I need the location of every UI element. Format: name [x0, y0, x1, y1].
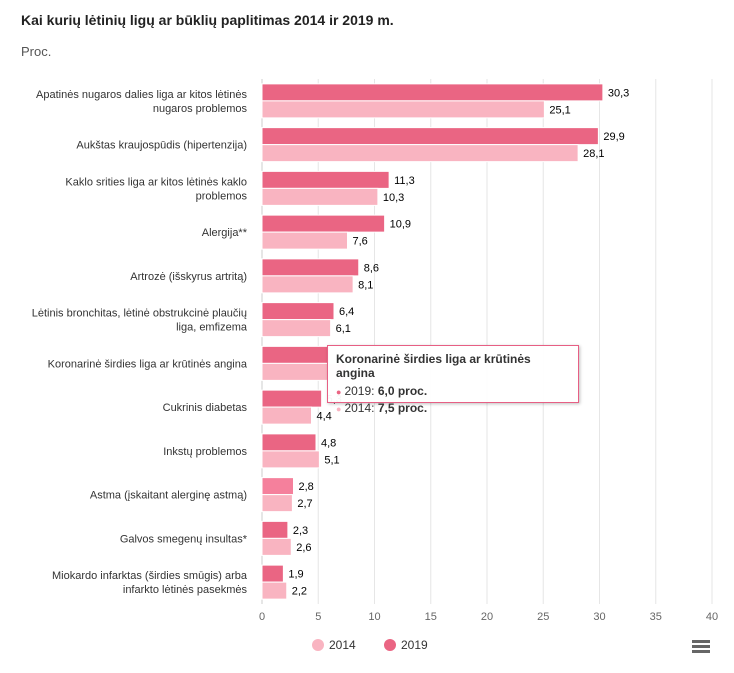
bar-2019: [261, 83, 604, 102]
bar-2019: [261, 302, 335, 321]
category-label: Artrozė (išskyrus artritą): [130, 271, 247, 283]
x-tick-label: 10: [368, 611, 380, 623]
data-label-2019: 11,3: [394, 175, 415, 187]
category-label: infarkto lėtinės pasekmės: [123, 584, 248, 596]
tooltip-marker-2014: ●: [336, 404, 342, 414]
tooltip-label-2019: 2019:: [344, 384, 378, 398]
bar-2014: [261, 450, 320, 469]
tooltip-marker-2019: ●: [336, 387, 342, 397]
legend-label-2019: 2019: [401, 638, 428, 652]
category-label: Apatinės nugaros dalies liga ar kitos lė…: [36, 89, 247, 101]
bar-2019: [261, 520, 289, 539]
tooltip-value-2019: 6,0 proc.: [377, 384, 428, 398]
category-label: Lėtinis bronchitas, lėtinė obstrukcinė p…: [32, 308, 247, 320]
tooltip-title: Koronarinė širdies liga ar krūtinės angi…: [336, 352, 531, 380]
legend-item-2019[interactable]: 2019: [384, 638, 428, 652]
category-label: Galvos smegenų insultas*: [120, 533, 248, 545]
x-tick-label: 35: [650, 611, 662, 623]
x-tick-label: 5: [315, 611, 321, 623]
category-label: Inkstų problemos: [163, 446, 247, 458]
data-label-2019: 8,6: [364, 262, 379, 274]
bar-2014: [261, 581, 288, 600]
bar-2014: [261, 231, 348, 250]
legend-marker-2019: [384, 639, 396, 651]
data-label-2014: 4,4: [317, 411, 332, 423]
x-tick-label: 40: [706, 611, 718, 623]
category-label: Aukštas kraujospūdis (hipertenzija): [76, 140, 247, 152]
category-label: problemos: [196, 190, 248, 202]
bar-2019: [261, 170, 390, 189]
bar-2014: [261, 494, 293, 513]
data-label-2019: 10,9: [390, 219, 411, 231]
data-label-2014: 8,1: [358, 279, 373, 291]
bar-2014: [261, 100, 545, 119]
bar-2019: [261, 127, 599, 146]
tooltip-row-2019: ● 2019: 6,0 proc.: [336, 383, 570, 400]
data-label-2019: 6,4: [339, 306, 354, 318]
chart-subtitle: Proc.: [21, 44, 52, 59]
legend-item-2014[interactable]: 2014: [312, 638, 356, 652]
data-label-2014: 7,6: [353, 236, 368, 248]
category-label: Miokardo infarktas (širdies smūgis) arba: [52, 570, 248, 582]
x-tick-label: 15: [425, 611, 437, 623]
data-label-2019: 2,3: [293, 525, 308, 537]
hamburger-menu-icon[interactable]: [692, 640, 710, 654]
data-label-2014: 2,7: [297, 498, 312, 510]
data-label-2014: 2,2: [292, 586, 307, 598]
category-label: Astma (įskaitant alerginę astmą): [90, 490, 247, 502]
data-label-2019: 30,3: [608, 87, 629, 99]
bar-2019: [261, 564, 284, 583]
bar-2014: [261, 319, 332, 338]
bar-2014: [261, 187, 379, 206]
tooltip-row-2014: ● 2014: 7,5 proc.: [336, 400, 570, 417]
bar-2019: [261, 214, 386, 233]
data-label-2019: 2,8: [299, 481, 314, 493]
category-label: Alergija**: [202, 227, 248, 239]
bar-2019: [261, 433, 317, 452]
x-tick-label: 20: [481, 611, 493, 623]
x-tick-label: 25: [537, 611, 549, 623]
data-label-2014: 5,1: [324, 454, 339, 466]
bar-2014: [261, 406, 312, 425]
category-label: nugaros problemos: [153, 103, 248, 115]
x-tick-label: 30: [593, 611, 605, 623]
tooltip-label-2014: 2014:: [344, 401, 378, 415]
bar-2019: [261, 258, 360, 277]
legend-label-2014: 2014: [329, 638, 356, 652]
category-label: Cukrinis diabetas: [163, 402, 248, 414]
legend-marker-2014: [312, 639, 324, 651]
data-label-2014: 2,6: [296, 542, 311, 554]
tooltip-value-2014: 7,5 proc.: [377, 401, 428, 415]
data-label-2019: 4,8: [321, 437, 336, 449]
data-label-2014: 10,3: [383, 192, 404, 204]
data-label-2014: 6,1: [336, 323, 351, 335]
bar-2014: [261, 144, 579, 163]
category-label: Kaklo srities liga ar kitos lėtinės kakl…: [65, 176, 247, 188]
bar-2014: [261, 537, 292, 556]
bar-2019: [261, 345, 330, 364]
category-label: liga, emfizema: [176, 322, 248, 334]
data-label-2014: 25,1: [549, 104, 570, 116]
chart-tooltip: Koronarinė širdies liga ar krūtinės angi…: [327, 345, 579, 415]
bar-2019: [261, 389, 323, 408]
bar-2014: [261, 275, 354, 294]
data-label-2019: 1,9: [288, 569, 303, 581]
bar-2019: [261, 477, 294, 496]
chart-title: Kai kurių lėtinių ligų ar būklių papliti…: [21, 12, 394, 28]
x-tick-label: 0: [259, 611, 265, 623]
data-label-2014: 28,1: [583, 148, 604, 160]
data-label-2019: 29,9: [603, 131, 624, 143]
category-label: Koronarinė širdies liga ar krūtinės angi…: [48, 358, 248, 370]
